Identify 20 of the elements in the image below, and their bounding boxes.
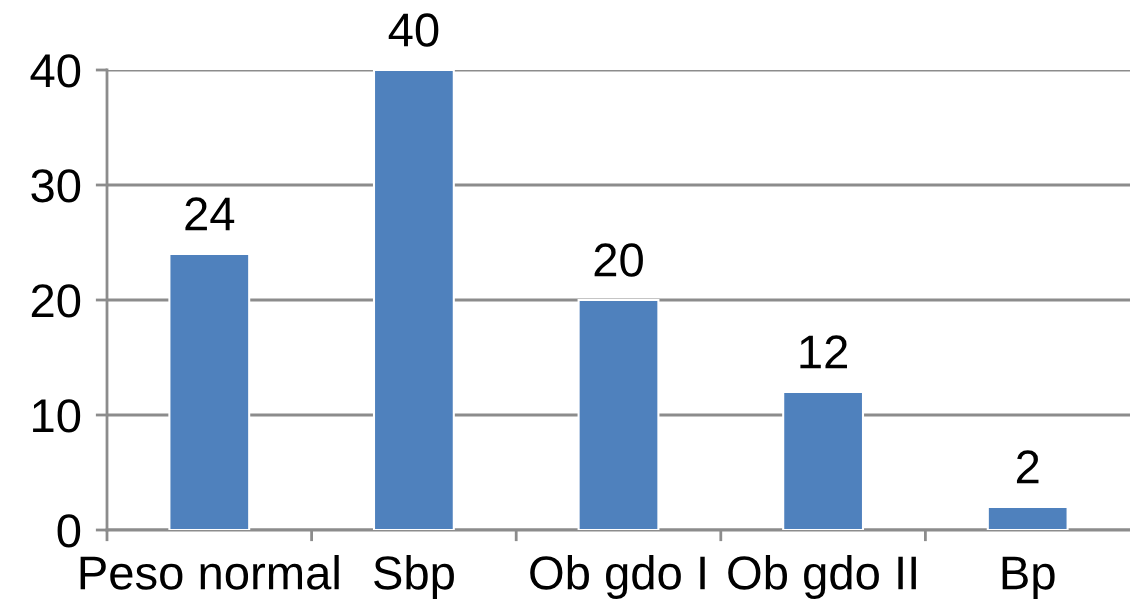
data-label: 2 [1016,450,1039,484]
data-label: 24 [185,197,235,231]
bar [577,298,660,530]
data-label: 40 [388,13,439,47]
y-tick-label: 40 [30,54,81,88]
x-tick-label: Sbp [374,555,454,600]
y-tick-label: 0 [57,514,81,548]
bar [372,70,455,530]
y-tick-label: 20 [31,284,81,318]
data-label: 20 [594,243,643,277]
bar [168,252,251,530]
data-label: 12 [800,335,847,369]
y-tick-label: 10 [33,399,81,433]
x-tick-label: Bp [1002,556,1055,600]
x-tick-label: Peso normal [80,555,339,590]
x-tick-label: Ob gdo II [728,555,916,600]
x-tick-label: Ob gdo I [530,555,705,600]
bar [986,505,1069,530]
y-tick-label: 30 [31,169,81,203]
bar [782,390,865,530]
